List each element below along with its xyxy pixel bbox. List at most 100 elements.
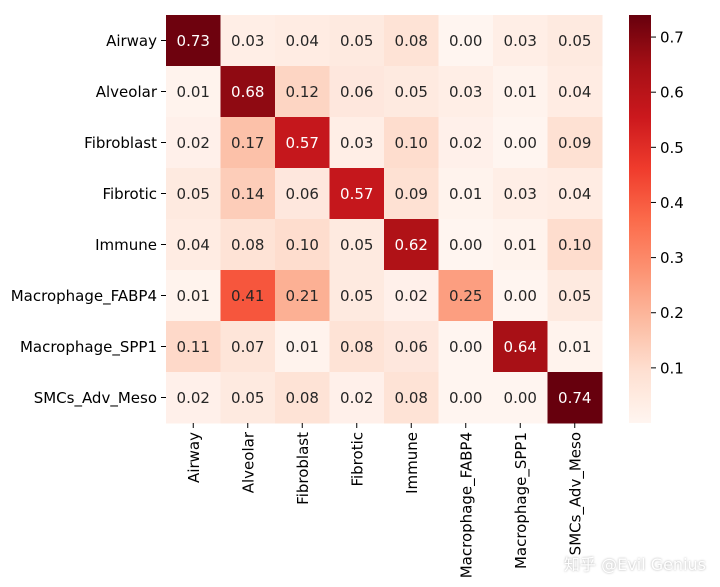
- heatmap-cell: [438, 270, 494, 322]
- cell-value-label: 0.05: [340, 32, 373, 50]
- heatmap-cell: [438, 66, 494, 118]
- heatmap-cell: [329, 15, 385, 67]
- heatmap-cell: [220, 372, 276, 424]
- x-tick-label: SMCs_Adv_Meso: [566, 432, 585, 555]
- heatmap-cell: [329, 66, 385, 118]
- colorbar-tick-label: 0.6: [660, 84, 684, 102]
- colorbar-gradient: [629, 15, 651, 423]
- cell-value-label: 0.05: [558, 32, 591, 50]
- heatmap-cell: [384, 321, 439, 373]
- heatmap-cell: [275, 168, 330, 220]
- cell-value-label: 0.03: [504, 185, 537, 203]
- cell-value-label: 0.08: [286, 389, 319, 407]
- cell-value-label: 0.00: [449, 32, 482, 50]
- colorbar-tick-label: 0.2: [660, 304, 684, 322]
- heatmap-cell: [547, 372, 603, 424]
- cell-value-label: 0.01: [177, 287, 210, 305]
- colorbar-tick-label: 0.3: [660, 249, 684, 267]
- y-tick-label: Macrophage_SPP1: [20, 338, 157, 357]
- heatmap-cell: [220, 168, 276, 220]
- colorbar-tick-label: 0.7: [660, 29, 684, 47]
- heatmap-cell: [329, 372, 385, 424]
- heatmap-cell: [220, 219, 276, 271]
- cell-value-label: 0.04: [286, 32, 319, 50]
- cell-value-label: 0.21: [286, 287, 319, 305]
- cell-value-label: 0.57: [340, 185, 373, 203]
- heatmap-cell: [275, 219, 330, 271]
- cell-value-label: 0.62: [395, 236, 428, 254]
- cell-value-label: 0.02: [177, 134, 210, 152]
- cell-value-label: 0.00: [449, 338, 482, 356]
- heatmap-cell: [220, 117, 276, 169]
- colorbar: 0.1 0.2 0.3 0.4 0.5 0.6 0.7: [629, 15, 684, 423]
- heatmap-cell: [275, 15, 330, 67]
- cell-value-label: 0.03: [231, 32, 264, 50]
- heatmap-cell: [275, 321, 330, 373]
- heatmap-cell: [275, 372, 330, 424]
- cell-value-label: 0.74: [558, 389, 591, 407]
- heatmap-cell: [493, 219, 548, 271]
- heatmap-cell: [493, 372, 548, 424]
- colorbar-tick-label: 0.1: [660, 359, 684, 377]
- cell-value-label: 0.02: [177, 389, 210, 407]
- heatmap-cell: [166, 66, 221, 118]
- cell-value-label: 0.00: [504, 134, 537, 152]
- cell-value-label: 0.01: [286, 338, 319, 356]
- cell-value-label: 0.01: [558, 338, 591, 356]
- cell-value-label: 0.08: [395, 389, 428, 407]
- colorbar-tick-label: 0.4: [660, 194, 684, 212]
- cell-value-label: 0.06: [340, 83, 373, 101]
- heatmap-cell: [220, 15, 276, 67]
- x-tick-label: Airway: [185, 432, 203, 483]
- cell-value-label: 0.04: [558, 83, 591, 101]
- cell-value-label: 0.12: [286, 83, 319, 101]
- heatmap-cell: [438, 168, 494, 220]
- cell-value-label: 0.10: [286, 236, 319, 254]
- cell-value-label: 0.02: [449, 134, 482, 152]
- heatmap-cell: [547, 270, 603, 322]
- cell-value-label: 0.05: [231, 389, 264, 407]
- cell-value-label: 0.01: [449, 185, 482, 203]
- cell-value-label: 0.04: [177, 236, 210, 254]
- heatmap-cell: [275, 66, 330, 118]
- cell-value-label: 0.64: [504, 338, 537, 356]
- cell-value-label: 0.02: [395, 287, 428, 305]
- colorbar-tick-label: 0.5: [660, 139, 684, 157]
- cell-value-label: 0.07: [231, 338, 264, 356]
- cell-value-label: 0.10: [395, 134, 428, 152]
- heatmap-cell: [220, 66, 276, 118]
- cell-value-label: 0.68: [231, 83, 264, 101]
- cell-value-label: 0.41: [231, 287, 264, 305]
- heatmap-cell: [275, 117, 330, 169]
- heatmap-cell: [547, 321, 603, 373]
- heatmap-cell: [166, 372, 221, 424]
- cell-value-label: 0.05: [395, 83, 428, 101]
- x-tick-label: Fibroblast: [294, 432, 312, 505]
- x-tick-label: Macrophage_SPP1: [512, 432, 531, 569]
- cell-value-label: 0.57: [286, 134, 319, 152]
- x-tick-label: Macrophage_FABP4: [457, 432, 476, 578]
- heatmap-cell: [166, 15, 221, 67]
- cell-value-label: 0.01: [504, 83, 537, 101]
- heatmap-cell: [384, 168, 439, 220]
- cell-value-label: 0.04: [558, 185, 591, 203]
- heatmap-cell: [493, 117, 548, 169]
- heatmap-cell: [166, 219, 221, 271]
- cell-value-label: 0.00: [504, 287, 537, 305]
- heatmap-cell: [329, 270, 385, 322]
- heatmap-cell: [220, 321, 276, 373]
- heatmap-cell: [384, 117, 439, 169]
- y-tick-label: SMCs_Adv_Meso: [34, 389, 157, 408]
- cell-value-label: 0.03: [449, 83, 482, 101]
- cell-value-label: 0.05: [340, 287, 373, 305]
- heatmap-cell: [329, 117, 385, 169]
- heatmap-cell: [166, 321, 221, 373]
- watermark: 知乎 @Evil Genius: [564, 555, 706, 574]
- cell-value-label: 0.00: [449, 236, 482, 254]
- x-tick-label: Fibrotic: [348, 432, 366, 487]
- y-tick-label: Fibrotic: [102, 185, 157, 203]
- cell-value-label: 0.73: [177, 32, 210, 50]
- heatmap-cell: [547, 168, 603, 220]
- heatmap-cell: [547, 66, 603, 118]
